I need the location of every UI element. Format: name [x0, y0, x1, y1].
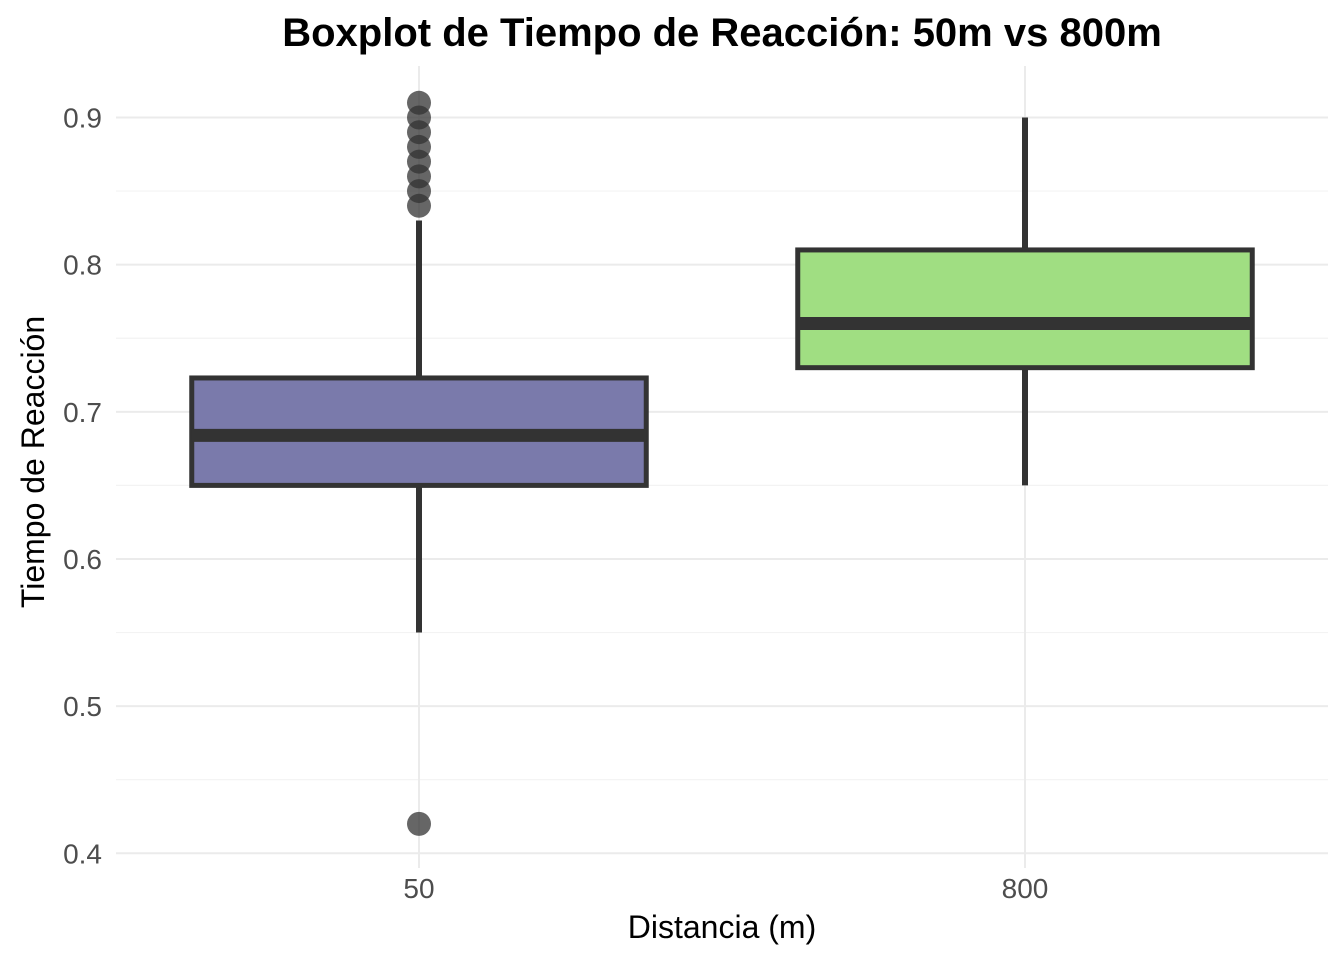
box-group-800 [795, 117, 1255, 486]
x-axis-ticks: 50 800 [403, 873, 1048, 904]
chart-title: Boxplot de Tiempo de Reacción: 50m vs 80… [282, 11, 1162, 55]
box-group-50 [189, 90, 649, 836]
x-tick-label: 800 [1002, 873, 1049, 904]
y-axis-title: Tiempo de Reacción [15, 316, 51, 608]
y-tick-label: 0.8 [63, 250, 102, 281]
box-iqr [795, 247, 1255, 371]
outlier-point [407, 90, 431, 115]
y-tick-label: 0.7 [63, 397, 102, 428]
y-tick-label: 0.4 [63, 838, 102, 869]
y-tick-label: 0.5 [63, 691, 102, 722]
x-tick-label: 50 [403, 873, 434, 904]
y-tick-label: 0.9 [63, 103, 102, 134]
x-axis-title: Distancia (m) [628, 909, 816, 945]
y-tick-label: 0.6 [63, 544, 102, 575]
y-axis-ticks: 0.4 0.5 0.6 0.7 0.8 0.9 [63, 103, 102, 870]
outlier-point [407, 811, 431, 836]
boxes [189, 90, 1255, 836]
